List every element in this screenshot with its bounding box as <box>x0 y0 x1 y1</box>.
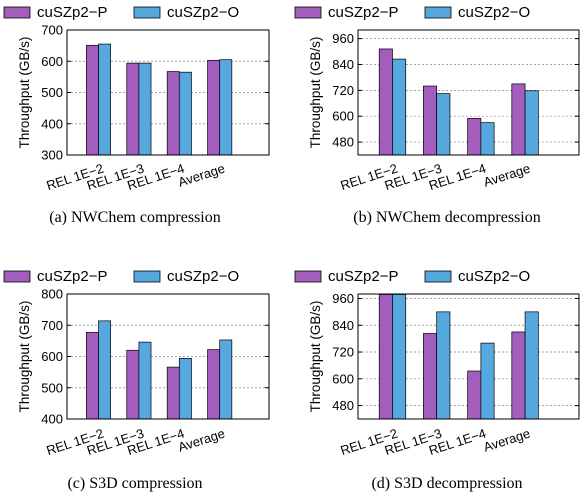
category-label: Average <box>482 161 532 190</box>
chart-panel-2: cuSZp2−P cuSZp2−O 480 600 720 840 960 Throughpu… <box>294 4 580 226</box>
bar-p <box>166 366 180 420</box>
legend-label-1: cuSZp2−P <box>328 268 398 285</box>
bar-p <box>86 44 99 156</box>
panel-caption: (a) NWChem compression <box>49 209 221 226</box>
bar-p <box>378 294 393 420</box>
category-label: Average <box>176 161 226 190</box>
category-label: Average <box>482 426 532 455</box>
bar-o <box>138 341 152 420</box>
bar-o <box>392 294 407 420</box>
plot-frame <box>357 29 580 156</box>
bar-p <box>126 62 140 156</box>
y-tick-label: 400 <box>41 412 63 427</box>
bar-o <box>480 122 495 156</box>
bar-o <box>480 342 495 420</box>
y-tick-label: 480 <box>332 135 354 150</box>
bar-o <box>98 43 111 156</box>
bar-o <box>178 358 192 420</box>
panel-caption: (b) NWChem decompression <box>353 209 541 226</box>
legend-swatch-1 <box>3 270 31 283</box>
y-tick-label: 720 <box>332 345 354 360</box>
bar-p <box>86 332 99 420</box>
y-tick-label: 840 <box>332 318 354 333</box>
bar-p <box>511 331 526 420</box>
y-tick-label: 960 <box>332 291 354 306</box>
chart-panel-3: cuSZp2−P cuSZp2−O 400 500 600 700 800 Throughpu… <box>3 268 270 492</box>
chart-panel-1: cuSZp2−P cuSZp2−O 300 400 500 600 700 Throughpu… <box>3 4 270 226</box>
bar-o <box>219 339 233 420</box>
y-tick-label: 960 <box>332 31 354 46</box>
legend-swatch-2 <box>424 6 452 19</box>
y-tick-label: 600 <box>41 54 63 69</box>
legend-swatch-1 <box>294 6 322 19</box>
legend-label-1: cuSZp2−P <box>37 4 107 21</box>
plot-frame <box>357 293 580 420</box>
legend-swatch-2 <box>133 270 161 283</box>
y-tick-label: 600 <box>332 109 354 124</box>
bar-o <box>178 71 192 156</box>
panel-caption: (c) S3D compression <box>67 475 202 492</box>
bar-p <box>511 83 526 156</box>
bar-p <box>467 370 482 420</box>
y-tick-label: 480 <box>332 398 354 413</box>
bar-p <box>423 333 438 420</box>
bar-p <box>207 59 221 156</box>
bar-o <box>524 90 539 156</box>
bar-p <box>207 349 221 420</box>
bar-o <box>98 320 111 420</box>
legend-swatch-2 <box>133 6 161 19</box>
bar-p <box>166 71 180 156</box>
bar-p <box>378 48 393 156</box>
legend: cuSZp2−P cuSZp2−O <box>3 268 239 285</box>
y-tick-label: 840 <box>332 57 354 72</box>
bar-o <box>392 58 407 156</box>
y-tick-label: 720 <box>332 83 354 98</box>
bar-p <box>467 118 482 156</box>
legend-label-2: cuSZp2−O <box>167 268 239 285</box>
legend-swatch-1 <box>3 6 31 19</box>
bar-o <box>524 311 539 420</box>
legend-swatch-2 <box>424 270 452 283</box>
bar-o <box>436 311 451 420</box>
legend-label-1: cuSZp2−P <box>37 268 107 285</box>
y-tick-label: 800 <box>41 287 63 302</box>
legend: cuSZp2−P cuSZp2−O <box>294 268 530 285</box>
y-tick-label: 300 <box>41 148 63 163</box>
legend-label-1: cuSZp2−P <box>328 4 398 21</box>
category-label: Average <box>176 426 226 455</box>
y-tick-label: 700 <box>41 23 63 38</box>
y-axis-label: Throughput (GB/s) <box>308 301 323 413</box>
legend: cuSZp2−P cuSZp2−O <box>294 4 530 21</box>
legend-label-2: cuSZp2−O <box>167 4 239 21</box>
panel-caption: (d) S3D decompression <box>371 475 522 492</box>
y-tick-label: 500 <box>41 85 63 100</box>
legend-label-2: cuSZp2−O <box>458 268 530 285</box>
y-tick-label: 500 <box>41 380 63 395</box>
bar-p <box>423 85 438 156</box>
y-tick-label: 600 <box>41 349 63 364</box>
y-axis-label: Throughput (GB/s) <box>308 37 323 149</box>
bar-o <box>138 62 152 156</box>
y-tick-label: 600 <box>332 371 354 386</box>
y-tick-label: 700 <box>41 318 63 333</box>
bar-o <box>219 59 233 156</box>
legend-label-2: cuSZp2−O <box>458 4 530 21</box>
chart-panel-4: cuSZp2−P cuSZp2−O 480 600 720 840 960 Throughpu… <box>294 268 580 492</box>
y-tick-label: 400 <box>41 116 63 131</box>
y-axis-label: Throughput (GB/s) <box>17 301 32 413</box>
y-axis-label: Throughput (GB/s) <box>17 37 32 149</box>
legend-swatch-1 <box>294 270 322 283</box>
bar-o <box>436 93 451 156</box>
legend: cuSZp2−P cuSZp2−O <box>3 4 239 21</box>
bar-p <box>126 349 140 420</box>
